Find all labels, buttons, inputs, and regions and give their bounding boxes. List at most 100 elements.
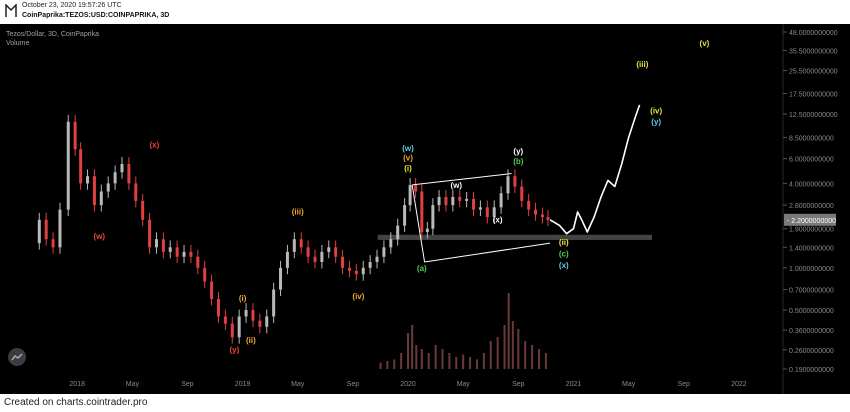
wave-label: (iii) bbox=[636, 60, 648, 69]
candle-body bbox=[258, 320, 262, 327]
wave-label: (w) bbox=[451, 181, 463, 190]
volume-bar bbox=[393, 359, 396, 369]
volume-bar bbox=[496, 337, 499, 369]
y-tick-label: 48.0000000000 bbox=[789, 30, 838, 37]
candle-body bbox=[375, 256, 379, 263]
candle-body bbox=[265, 316, 269, 327]
candle-body bbox=[472, 198, 476, 210]
candle-body bbox=[175, 247, 179, 257]
candle-body bbox=[66, 121, 70, 210]
candle-body bbox=[189, 251, 193, 257]
triangle-upper-line bbox=[412, 173, 512, 186]
volume-bar bbox=[507, 293, 510, 369]
wave-label: (y) bbox=[651, 118, 661, 127]
x-tick-label: 2018 bbox=[69, 381, 85, 388]
candle-body bbox=[148, 219, 152, 248]
wave-label: (iv) bbox=[352, 292, 364, 301]
volume-bar bbox=[482, 353, 485, 369]
candle-body bbox=[546, 217, 550, 220]
y-tick-label: 2.8000000000 bbox=[789, 203, 834, 210]
triangle-left-line bbox=[411, 184, 426, 263]
y-tick-label: 25.5000000000 bbox=[789, 69, 838, 76]
x-tick-label: May bbox=[126, 381, 140, 388]
x-tick-label: 2019 bbox=[235, 381, 251, 388]
symbol-label: CoinPaprika:TEZOS:USD:COINPAPRIKA, 3D bbox=[22, 12, 170, 19]
volume-legend: Volume bbox=[6, 40, 30, 47]
candle-body bbox=[458, 196, 462, 201]
projection-path bbox=[549, 104, 641, 235]
x-tick-label: May bbox=[457, 381, 471, 388]
y-tick-label: 0.7000000000 bbox=[789, 288, 834, 295]
x-tick-label: 2020 bbox=[400, 381, 416, 388]
y-tick-label: 0.3600000000 bbox=[789, 328, 834, 335]
wave-label: (y) bbox=[513, 147, 523, 156]
volume-bar bbox=[420, 349, 423, 369]
x-tick-label: 2021 bbox=[566, 381, 582, 388]
y-tick-label: 6.0000000000 bbox=[789, 157, 834, 164]
volume-bar bbox=[517, 329, 520, 369]
candle-body bbox=[251, 310, 255, 321]
candle-body bbox=[444, 196, 448, 206]
wave-label: (v) bbox=[700, 39, 710, 48]
candle-body bbox=[141, 200, 145, 220]
volume-bar bbox=[411, 325, 414, 369]
candle-body bbox=[299, 239, 303, 248]
candle-body bbox=[230, 323, 234, 338]
wave-label: (w) bbox=[93, 232, 105, 241]
candle-body bbox=[51, 239, 55, 248]
y-tick-label: 17.5000000000 bbox=[789, 91, 838, 98]
volume-bar bbox=[427, 353, 430, 369]
candle-body bbox=[285, 251, 289, 268]
candle-body bbox=[341, 256, 345, 268]
wave-label: (ii) bbox=[559, 238, 569, 247]
candle-body bbox=[506, 176, 510, 194]
wave-label: (x) bbox=[559, 261, 569, 270]
wave-label: (i) bbox=[404, 164, 412, 173]
y-tick-label: 0.1900000000 bbox=[789, 367, 834, 374]
volume-bar bbox=[415, 345, 418, 369]
wave-label: (c) bbox=[559, 250, 569, 259]
candle-body bbox=[196, 256, 200, 268]
wave-label: (i) bbox=[239, 294, 247, 303]
chart-area[interactable]: 48.0000000000 35.5000000000 25.5000000000 1… bbox=[0, 24, 850, 394]
candle-body bbox=[210, 281, 214, 299]
wave-label: (y) bbox=[229, 345, 239, 354]
wave-label: (iii) bbox=[292, 207, 304, 216]
candle-body bbox=[354, 270, 358, 275]
x-tick-label: May bbox=[622, 381, 636, 388]
footer-credit: Created on charts.cointrader.pro bbox=[4, 397, 148, 408]
wave-label: (x) bbox=[493, 216, 503, 225]
candle-body bbox=[431, 205, 435, 229]
y-tick-label: 8.5000000000 bbox=[789, 135, 834, 142]
y-tick-label: 35.5000000000 bbox=[789, 48, 838, 55]
candle-body bbox=[414, 184, 418, 192]
candle-body bbox=[408, 184, 412, 206]
candle-body bbox=[168, 247, 172, 252]
volume-bar bbox=[434, 345, 437, 369]
volume-bar bbox=[379, 362, 382, 369]
current-price-tag bbox=[784, 213, 836, 226]
candle-body bbox=[478, 207, 482, 210]
candle-body bbox=[513, 176, 517, 187]
candle-body bbox=[403, 205, 407, 226]
volume-bar bbox=[448, 353, 451, 369]
price-chart[interactable]: 48.0000000000 35.5000000000 25.5000000000 1… bbox=[0, 24, 850, 394]
volume-bar bbox=[469, 357, 472, 369]
candle-body bbox=[73, 121, 77, 150]
candle-body bbox=[86, 176, 90, 184]
wave-label: (x) bbox=[150, 141, 160, 150]
candle-body bbox=[520, 186, 524, 201]
volume-bar bbox=[489, 341, 492, 369]
candle-body bbox=[368, 262, 372, 268]
candle-body bbox=[334, 247, 338, 257]
header-bar: October 23, 2020 19:57:26 UTC CoinPaprik… bbox=[0, 0, 850, 24]
candle-body bbox=[106, 183, 110, 192]
y-tick-label: 12.5000000000 bbox=[789, 112, 838, 119]
candle-body bbox=[313, 256, 317, 263]
y-tick-label: 4.0000000000 bbox=[789, 181, 834, 188]
candle-body bbox=[396, 225, 400, 240]
volume-bar bbox=[544, 353, 547, 369]
candle-body bbox=[425, 228, 429, 233]
candle-body bbox=[292, 239, 296, 252]
candle-body bbox=[534, 209, 538, 215]
